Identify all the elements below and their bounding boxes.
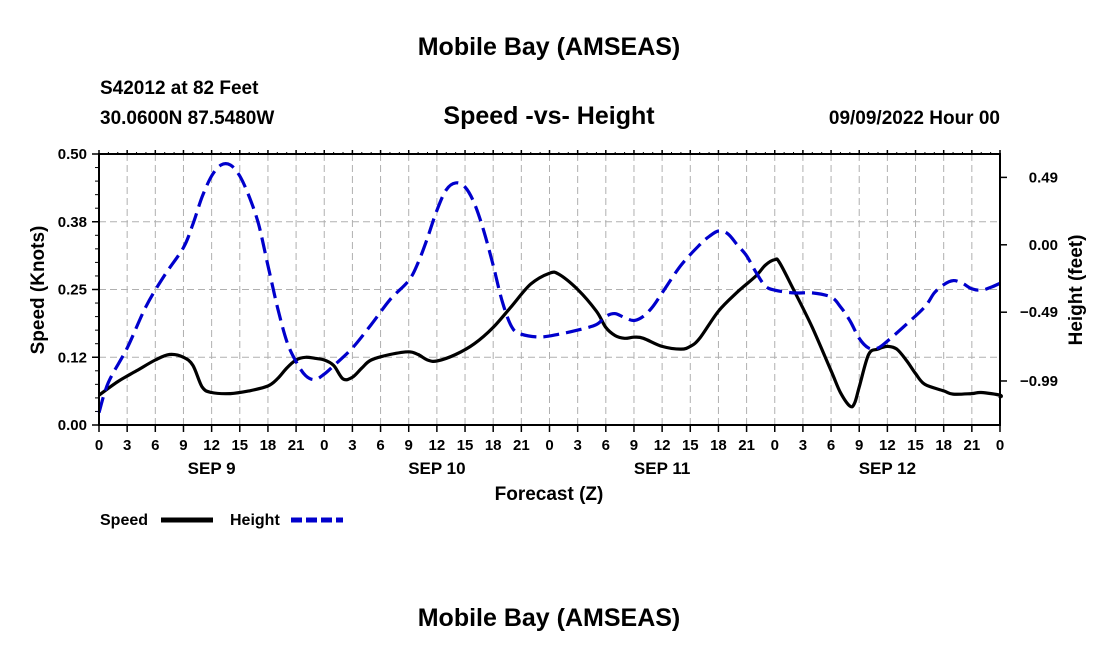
- y-left-tick-label: 0.38: [58, 214, 87, 231]
- x-tick-label: 0: [95, 437, 103, 454]
- y-left-tick-label: 0.12: [58, 349, 87, 366]
- x-tick-label: 6: [827, 437, 835, 454]
- day-label: SEP 9: [188, 459, 236, 478]
- page-title-bottom: Mobile Bay (AMSEAS): [418, 604, 681, 632]
- x-tick-label: 9: [405, 437, 413, 454]
- legend-height-label: Height: [230, 512, 280, 529]
- x-tick-label: 18: [935, 437, 952, 454]
- x-tick-label: 6: [602, 437, 610, 454]
- page-title-top: Mobile Bay (AMSEAS): [418, 33, 681, 61]
- x-tick-label: 21: [964, 437, 981, 454]
- station-id: S42012 at 82 Feet: [100, 78, 259, 99]
- y-axis-right-label: Height (feet): [1066, 235, 1087, 346]
- x-tick-label: 21: [288, 437, 305, 454]
- x-tick-label: 0: [771, 437, 779, 454]
- forecast-timestamp: 09/09/2022 Hour 00: [829, 108, 1000, 129]
- day-label: SEP 11: [634, 459, 690, 478]
- legend: Speed Height: [100, 512, 343, 529]
- y-left-tick-label: 0.25: [58, 282, 87, 299]
- x-tick-label: 0: [996, 437, 1004, 454]
- left-y-axis: 0.00 0.12 0.25 0.38 0.50: [58, 146, 99, 434]
- x-tick-label: 15: [907, 437, 924, 454]
- right-y-axis: −0.99 −0.49 0.00 0.49: [1000, 169, 1058, 390]
- x-tick-label: 9: [179, 437, 187, 454]
- x-tick-label: 3: [573, 437, 581, 454]
- chart-title: Speed -vs- Height: [443, 102, 655, 130]
- x-tick-label: 21: [513, 437, 530, 454]
- x-tick-label: 12: [429, 437, 446, 454]
- x-tick-label: 18: [260, 437, 277, 454]
- y-right-tick-label: 0.49: [1029, 169, 1058, 186]
- x-tick-label: 15: [682, 437, 699, 454]
- legend-speed-label: Speed: [100, 512, 148, 529]
- day-label: SEP 12: [859, 459, 916, 478]
- series-speed-line: [98, 257, 1003, 409]
- x-tick-label: 9: [630, 437, 638, 454]
- plot-frame: [98, 153, 1001, 426]
- x-tick-label: 0: [545, 437, 553, 454]
- x-tick-label: 15: [231, 437, 248, 454]
- y-axis-left-label: Speed (Knots): [28, 226, 49, 355]
- y-right-tick-label: 0.00: [1029, 237, 1058, 254]
- x-tick-label: 6: [151, 437, 159, 454]
- x-tick-label: 9: [855, 437, 863, 454]
- x-tick-label: 3: [799, 437, 807, 454]
- y-right-tick-label: −0.99: [1020, 373, 1058, 390]
- station-coordinates: 30.0600N 87.5480W: [100, 108, 274, 129]
- x-tick-label: 15: [457, 437, 474, 454]
- x-tick-label: 3: [348, 437, 356, 454]
- x-tick-label: 3: [123, 437, 131, 454]
- day-label: SEP 10: [408, 459, 465, 478]
- series-height-line: [97, 162, 1001, 414]
- x-tick-label: 12: [654, 437, 671, 454]
- x-tick-label: 18: [710, 437, 727, 454]
- x-axis-label: Forecast (Z): [495, 484, 604, 505]
- x-tick-label: 0: [320, 437, 328, 454]
- x-tick-label: 18: [485, 437, 502, 454]
- x-tick-label: 21: [738, 437, 755, 454]
- y-right-tick-label: −0.49: [1020, 304, 1058, 321]
- x-tick-label: 12: [203, 437, 220, 454]
- y-left-tick-label: 0.50: [58, 146, 87, 163]
- x-tick-label: 12: [879, 437, 896, 454]
- grid-lines: [99, 154, 1000, 425]
- x-tick-label: 6: [376, 437, 384, 454]
- y-left-tick-label: 0.00: [58, 417, 87, 434]
- series-lines: [97, 162, 1003, 414]
